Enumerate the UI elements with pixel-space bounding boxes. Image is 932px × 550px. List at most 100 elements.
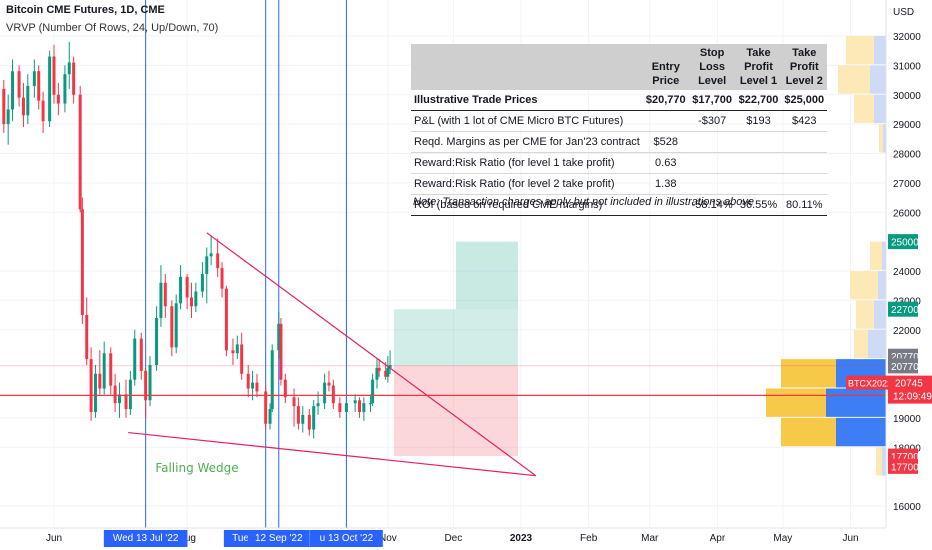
countdown-label: 12:09:49 — [893, 392, 932, 403]
volume-bar-up — [854, 329, 868, 359]
current-price-label: 20745 — [895, 379, 923, 390]
wedge-upper-line — [206, 232, 537, 477]
table-cell: 80.11% — [781, 194, 828, 216]
take-profit-1-zone — [393, 309, 518, 366]
volume-bar-up — [846, 36, 874, 65]
candle-body — [174, 303, 178, 348]
stop-loss-zone — [393, 365, 518, 457]
candle-body — [6, 109, 10, 125]
date-marker-label: Wed 13 Jul '22 — [113, 533, 179, 544]
price-tag-label: 25000 — [891, 238, 919, 249]
row-label: Illustrative Trade Prices — [411, 90, 643, 111]
currency-label: USD — [893, 7, 914, 18]
wedge-lower-line — [128, 431, 536, 477]
price-tick-label: 31000 — [893, 61, 921, 72]
volume-bar-down — [882, 447, 886, 476]
candle-body — [251, 382, 255, 389]
time-tick-label: Feb — [580, 533, 598, 544]
row-label: P&L (with 1 lot of CME Micro BTC Futures… — [411, 110, 643, 132]
candle-body — [386, 367, 390, 377]
table-header-cell: Take Profit Level 1 — [735, 44, 782, 90]
table-cell — [688, 152, 736, 174]
trend-lines — [0, 232, 886, 477]
candle-body — [32, 71, 36, 86]
time-tick-label: Nov — [379, 533, 397, 544]
table-row: P&L (with 1 lot of CME Micro BTC Futures… — [411, 110, 828, 132]
candle-body — [128, 379, 132, 410]
volume-bar-up — [766, 388, 826, 417]
price-tick-label: 16000 — [893, 502, 921, 513]
table-cell — [781, 173, 828, 195]
volume-bar-down — [874, 36, 886, 65]
volume-bar-up — [781, 359, 836, 388]
indicator-label[interactable]: VRVP (Number Of Rows, 24, Up/Down, 70) — [6, 22, 219, 34]
candle-body — [170, 306, 174, 348]
price-tick-label: 24000 — [893, 267, 921, 278]
candle-body — [93, 373, 97, 412]
candle-body — [205, 256, 209, 274]
candle-body — [139, 338, 143, 371]
volume-bar-down — [878, 271, 886, 300]
table-header-blank — [411, 44, 643, 90]
volume-bar-up — [856, 300, 874, 329]
candle-body — [283, 379, 287, 398]
table-header-cell: Stop Loss Level — [688, 44, 736, 90]
time-tick-label: Jun — [46, 533, 62, 544]
candle-body — [113, 385, 117, 404]
candle-body — [270, 350, 274, 410]
row-label: Reqd. Margins as per CME for Jan'23 cont… — [411, 131, 643, 153]
table-cell: $25,000 — [781, 90, 828, 111]
candle-body — [67, 62, 71, 75]
price-tag-label: 22700 — [891, 305, 919, 316]
symbol-tag-bg — [846, 375, 888, 390]
candle-body — [307, 414, 311, 430]
candle-body — [353, 400, 357, 404]
candle-body — [224, 288, 228, 351]
falling-wedge-annotation: Falling Wedge — [155, 461, 238, 475]
symbol-tag-label: BTCX2022 — [848, 379, 892, 389]
candle-body — [264, 391, 268, 424]
candle-body — [268, 409, 272, 424]
candle-body — [375, 367, 379, 380]
candle-body — [89, 359, 93, 412]
date-marker-label: 12 Sep '22 — [255, 533, 303, 544]
candle-body — [255, 382, 259, 392]
row-label: Reward:Risk Ratio (for level 2 take prof… — [411, 173, 643, 195]
time-tick-label: Dec — [444, 533, 462, 544]
candle-body — [117, 394, 121, 404]
candle-body — [246, 373, 250, 389]
volume-bar-up — [854, 94, 874, 124]
candle-body — [78, 94, 82, 210]
table-cell: $193 — [735, 110, 782, 132]
time-tick-label: 2023 — [510, 533, 533, 544]
time-axis[interactable]: JunAugNovDec2023FebMarAprMayJunWed 13 Ju… — [0, 527, 886, 550]
date-marker-bg — [103, 530, 188, 547]
candle-body — [17, 71, 21, 98]
volume-bar-up — [879, 124, 883, 153]
candle-body — [344, 403, 348, 412]
candle-body — [327, 382, 331, 386]
candle-body — [102, 353, 106, 389]
volume-bar-up — [850, 271, 878, 300]
table-cell: $528 — [642, 131, 689, 153]
volume-bar-down — [882, 241, 886, 270]
candle-body — [377, 367, 381, 371]
candle-body — [41, 100, 45, 122]
price-tag-label: 17700 — [891, 462, 919, 473]
price-tick-label: 28000 — [893, 150, 921, 161]
candle-body — [277, 323, 281, 351]
candle-body — [279, 323, 283, 380]
table-row: Illustrative Trade Prices $20,770 $17,700 $… — [411, 90, 828, 111]
candle-body — [384, 370, 388, 377]
table-cell: $17,700 — [688, 90, 736, 111]
volume-bar-down — [836, 417, 886, 447]
candle-body — [216, 253, 220, 269]
price-tag-label: 20770 — [891, 352, 919, 363]
volume-bar-up — [781, 417, 836, 447]
volume-bar-up — [870, 241, 882, 270]
table-cell — [642, 194, 689, 216]
price-tick-label: 30000 — [893, 91, 921, 102]
candle-body — [80, 209, 84, 316]
time-tick-label: Jun — [842, 533, 858, 544]
